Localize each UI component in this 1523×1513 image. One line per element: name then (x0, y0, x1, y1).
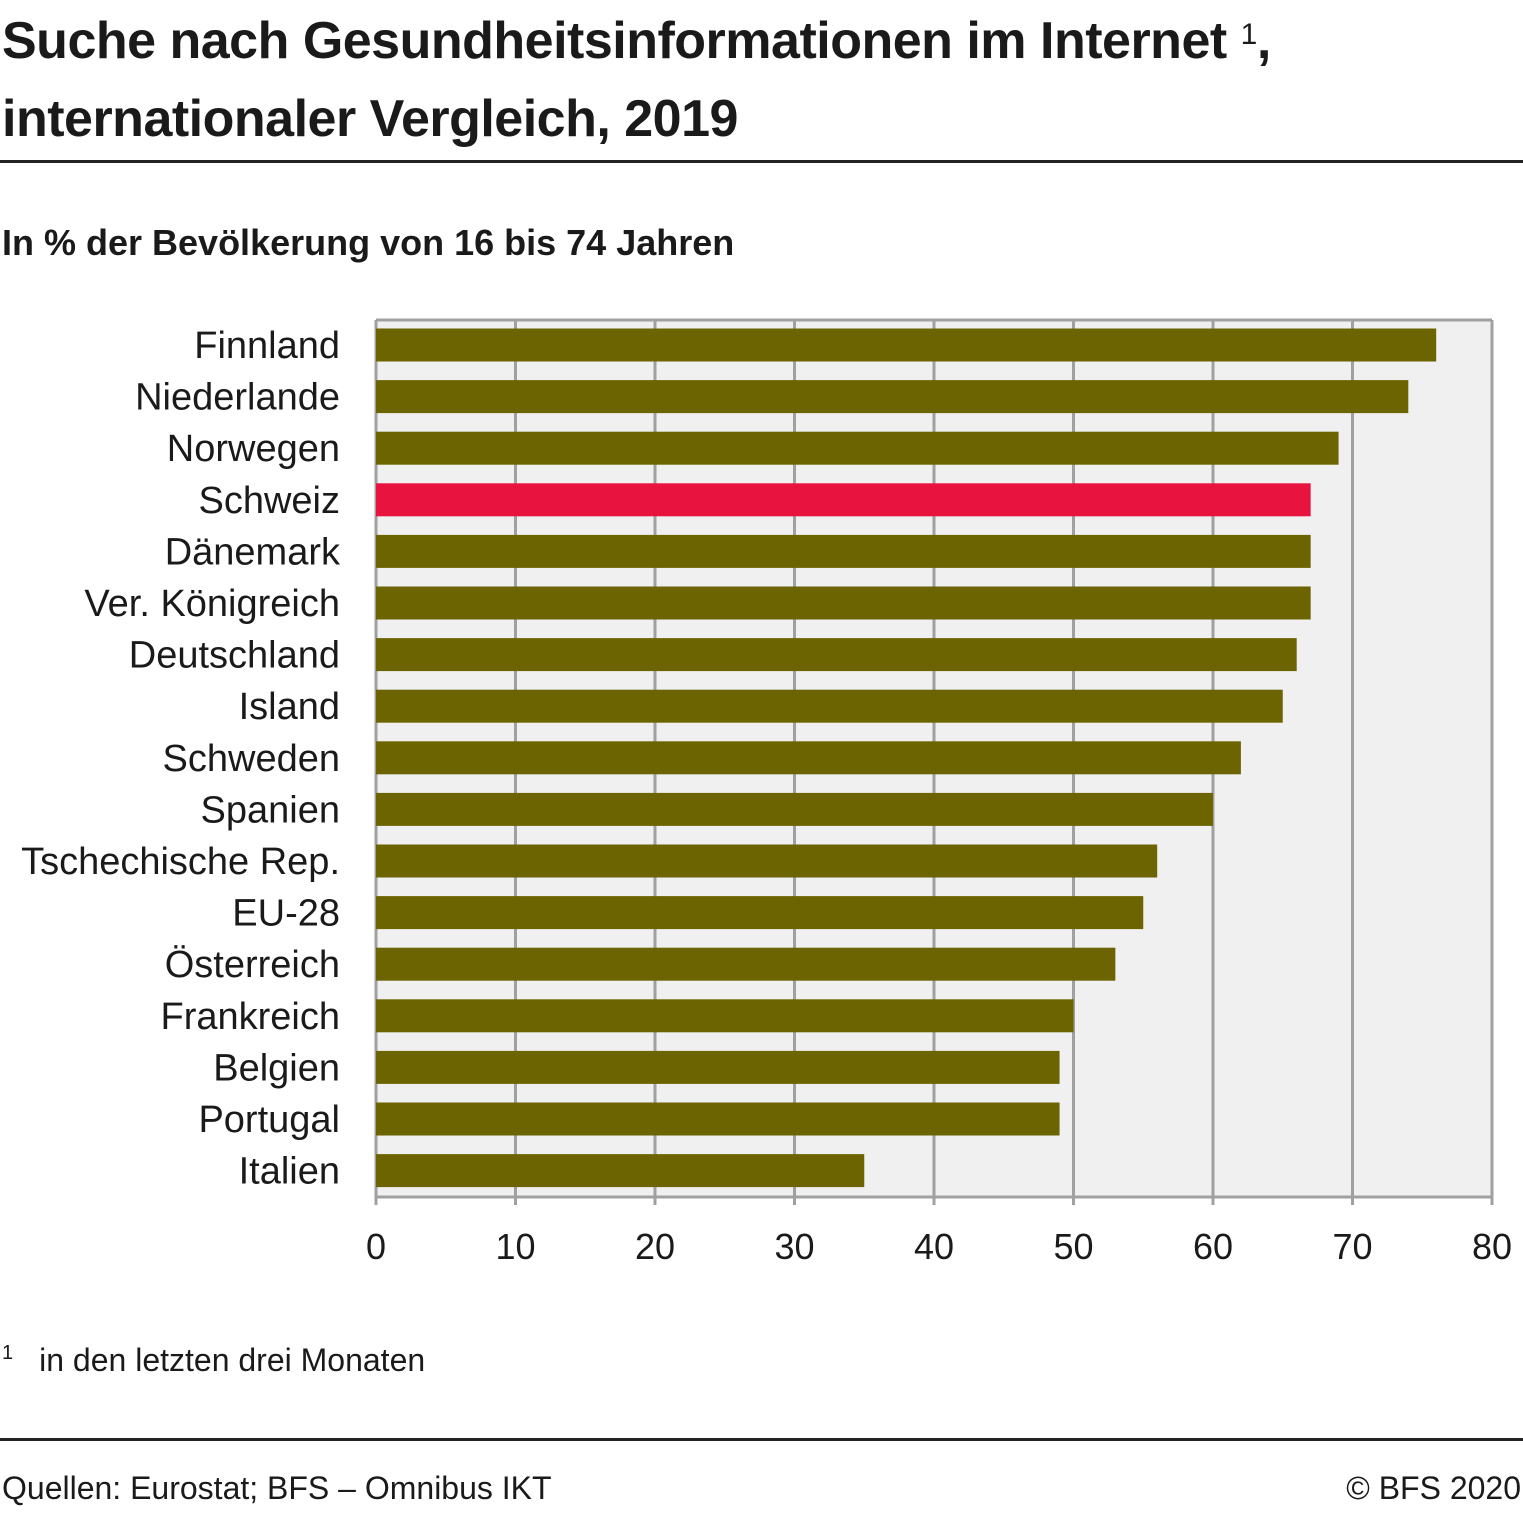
copyright: © BFS 2020 (1346, 1470, 1521, 1506)
chart-title: Suche nach Gesundheitsinformationen im I… (2, 2, 1271, 158)
category-label: Portugal (198, 1099, 340, 1141)
bar (376, 689, 1283, 723)
bar (376, 431, 1339, 465)
bar (376, 638, 1297, 672)
category-label: Finnland (194, 325, 340, 367)
bar (376, 947, 1116, 981)
x-tick-label: 20 (635, 1226, 675, 1267)
category-label: Schweden (163, 738, 340, 780)
bar (376, 534, 1311, 568)
x-tick-label: 70 (1332, 1226, 1372, 1267)
source: Quellen: Eurostat; BFS – Omnibus IKT (2, 1470, 552, 1506)
x-tick-label: 0 (366, 1226, 386, 1267)
bar (376, 844, 1158, 878)
bar (376, 1102, 1060, 1136)
title-line-1: Suche nach Gesundheitsinformationen im I… (2, 12, 1227, 70)
category-label: Spanien (201, 789, 340, 831)
bar (376, 1050, 1060, 1084)
category-label: Frankreich (161, 996, 341, 1038)
bar (376, 380, 1409, 414)
bar (376, 896, 1144, 930)
x-tick-label: 40 (914, 1226, 954, 1267)
category-label: Dänemark (165, 531, 341, 573)
top-divider (0, 160, 1523, 163)
footnote: 1 in den letzten drei Monaten (2, 1342, 425, 1379)
bar (376, 1154, 865, 1188)
bar (376, 741, 1241, 775)
category-label: Österreich (165, 944, 340, 986)
category-label: Deutschland (129, 635, 340, 677)
footnote-number: 1 (2, 1342, 14, 1364)
x-tick-label: 80 (1472, 1226, 1512, 1267)
category-label: Island (239, 686, 340, 728)
bar (376, 483, 1311, 517)
bar (376, 328, 1437, 362)
title-footnote-ref: 1 (1240, 18, 1258, 51)
bar (376, 999, 1074, 1033)
x-tick-label: 50 (1053, 1226, 1093, 1267)
title-comma: , (1256, 12, 1271, 70)
bottom-divider (0, 1438, 1523, 1441)
bar-chart: 0 10 20 30 40 50 60 70 80 Finnland Niederlande Norw… (21, 318, 1512, 1267)
category-label: Niederlande (135, 377, 340, 419)
x-tick-label: 10 (495, 1226, 535, 1267)
category-label: EU-28 (232, 893, 340, 935)
category-label: Tschechische Rep. (21, 841, 340, 883)
category-label: Norwegen (167, 428, 340, 470)
category-label: Italien (239, 1151, 340, 1193)
bar (376, 792, 1213, 826)
category-label: Belgien (213, 1047, 340, 1089)
x-tick-label: 30 (774, 1226, 814, 1267)
title-line-2: internationaler Vergleich, 2019 (2, 90, 738, 148)
footnote-text: in den letzten drei Monaten (39, 1342, 426, 1378)
bar (376, 586, 1311, 620)
category-label: Ver. Königreich (84, 583, 340, 625)
x-tick-label: 60 (1193, 1226, 1233, 1267)
category-label: Schweiz (199, 480, 341, 522)
chart-subtitle: In % der Bevölkerung von 16 bis 74 Jahre… (2, 222, 735, 263)
